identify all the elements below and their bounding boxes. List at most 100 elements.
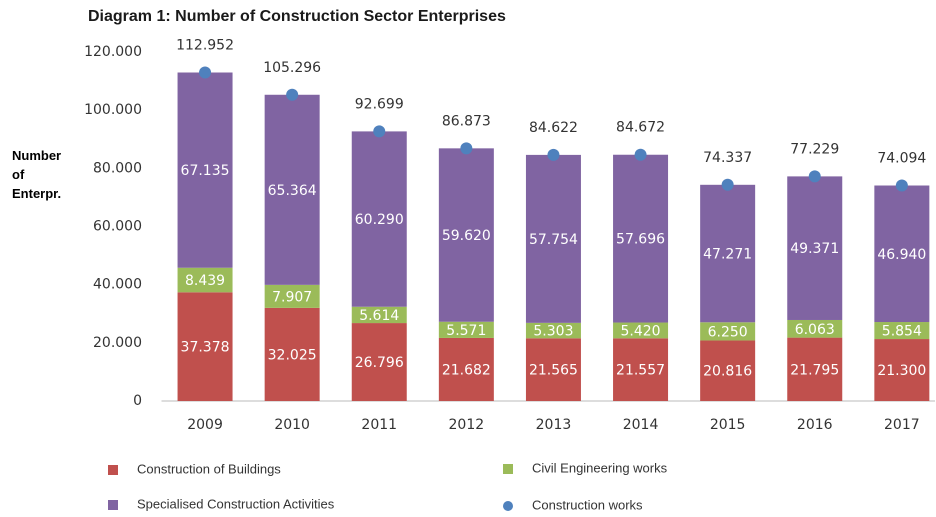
bar-segment [264,284,320,308]
x-tick-label: 2012 [449,417,485,433]
total-marker [721,178,734,191]
y-tick-label: 20.000 [93,335,142,351]
data-label: 5.571 [446,323,486,339]
data-label: 57.754 [529,232,578,248]
legend-marker [108,465,118,475]
total-marker [634,148,647,161]
bar-segment [700,322,756,341]
data-label: 8.439 [185,273,225,289]
data-label: 105.296 [263,60,321,76]
data-label: 21.682 [442,362,491,378]
bar-segment [613,338,669,401]
data-label: 57.696 [616,232,665,248]
y-tick-label: 80.000 [93,160,142,176]
bar-segment [264,94,320,285]
legend-marker [503,501,513,511]
data-label: 6.250 [708,324,748,340]
total-marker [286,88,299,101]
data-label: 21.557 [616,363,665,379]
data-label: 37.378 [181,340,230,356]
total-marker [895,179,908,192]
data-label: 21.565 [529,363,578,379]
bar-segment [613,322,669,339]
data-label: 5.854 [882,324,922,340]
bar-segment [438,148,494,322]
bar-segment [525,338,581,401]
data-label: 74.094 [877,151,926,167]
data-label: 74.337 [703,150,752,166]
data-label: 26.796 [355,355,404,371]
data-label: 5.420 [621,323,661,339]
total-marker [808,170,821,183]
data-label: 21.300 [877,363,926,379]
data-label: 21.795 [790,362,839,378]
bar-segment [351,323,407,401]
bar-segment [264,307,320,401]
x-tick-label: 2009 [187,417,223,433]
x-tick-label: 2011 [361,417,397,433]
bar-segment [787,319,843,338]
x-tick-label: 2014 [623,417,659,433]
y-tick-label: 0 [133,393,142,409]
bar-segment [177,292,233,401]
data-label: 46.940 [877,247,926,263]
data-label: 6.063 [795,322,835,338]
x-tick-label: 2010 [274,417,310,433]
data-label: 47.271 [703,247,752,263]
data-label: 67.135 [181,163,230,179]
data-label: 5.614 [359,308,399,324]
x-tick-label: 2016 [797,417,833,433]
x-tick-label: 2017 [884,417,920,433]
data-label: 49.371 [790,241,839,257]
bar-segment [438,337,494,401]
legend-marker [503,464,513,474]
legend-label: Construction works [532,497,643,512]
data-label: 60.290 [355,212,404,228]
data-label: 77.229 [790,141,839,157]
total-marker [460,142,473,155]
bar-segment [177,267,233,293]
y-tick-label: 100.000 [84,102,142,118]
legend-label: Civil Engineering works [532,460,668,475]
bar-segment [351,131,407,307]
x-tick-label: 2013 [536,417,572,433]
bar-segment [351,306,407,324]
legend-label: Specialised Construction Activities [137,496,335,511]
legend-label: Construction of Buildings [137,461,281,476]
data-label: 86.873 [442,113,491,129]
data-label: 59.620 [442,228,491,244]
bar-segment [613,154,669,323]
chart-title: Diagram 1: Number of Construction Sector… [88,8,506,25]
y-tick-label: 120.000 [84,44,142,60]
legend-marker [108,500,118,510]
data-label: 112.952 [176,37,234,53]
total-marker [547,148,560,161]
data-label: 84.672 [616,120,665,136]
bar-segment [874,322,930,340]
bar-segment [874,185,930,323]
bar-segment [525,154,581,323]
bar-segment [700,184,756,323]
data-label: 20.816 [703,364,752,380]
bar-segment [874,339,930,401]
total-marker [373,125,386,138]
bar-segment [177,72,233,268]
data-label: 84.622 [529,120,578,136]
bar-segment [525,322,581,339]
total-marker [199,66,212,79]
data-label: 92.699 [355,96,404,112]
data-label: 65.364 [268,183,317,199]
data-label: 32.025 [268,347,317,363]
data-label: 7.907 [272,289,312,305]
y-axis-label: Number of Enterpr. [12,148,62,201]
bar-segment [438,321,494,338]
y-tick-label: 60.000 [93,219,142,235]
bar-segment [787,176,843,320]
bar-segment [700,340,756,401]
data-label: 5.303 [533,324,573,340]
x-tick-label: 2015 [710,417,746,433]
bar-segment [787,337,843,401]
y-tick-label: 40.000 [93,277,142,293]
